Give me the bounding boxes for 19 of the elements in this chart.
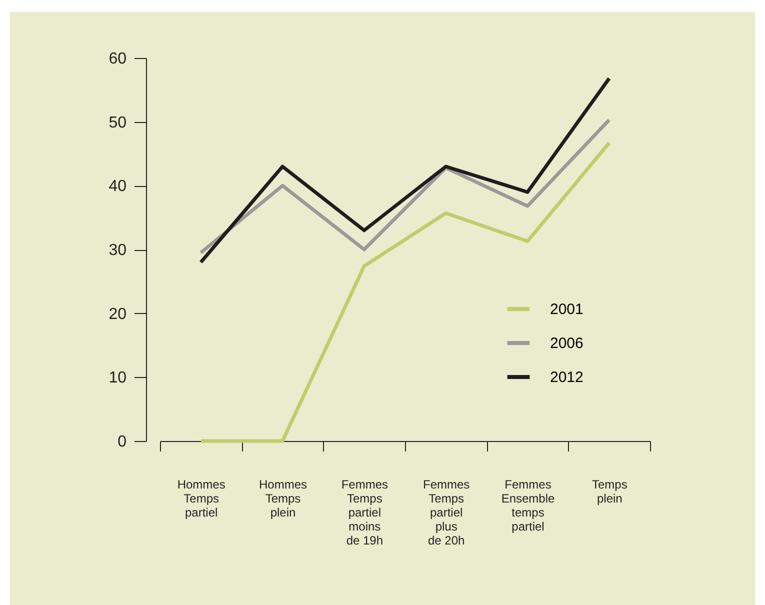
y-tick-label: 0: [118, 434, 127, 450]
y-tick-label: 10: [108, 370, 127, 387]
y-tick-label: 20: [108, 306, 127, 323]
line-series: [199, 141, 611, 443]
y-tick-label: 40: [108, 178, 127, 196]
line-series: [199, 118, 611, 254]
x-tick-label: Hommes Temps partiel: [177, 478, 226, 520]
legend-label: 2006: [550, 334, 584, 352]
legend-label: 2012: [550, 368, 584, 386]
x-tick-label: Temps plein: [592, 478, 628, 506]
y-tick-label: 50: [108, 114, 127, 132]
x-tick-label: Femmes Temps partiel plus de 20h: [422, 478, 470, 548]
line-series: [199, 76, 611, 264]
y-tick-label: 30: [108, 242, 127, 259]
legend-label: 2001: [550, 300, 584, 318]
x-tick-label: Femmes Ensemble temps partiel: [501, 478, 555, 534]
x-tick-label: Femmes Temps partiel moins de 19h: [341, 478, 388, 548]
y-tick-label: 60: [108, 50, 127, 68]
x-tick-label: Hommes Temps plein: [258, 478, 308, 520]
